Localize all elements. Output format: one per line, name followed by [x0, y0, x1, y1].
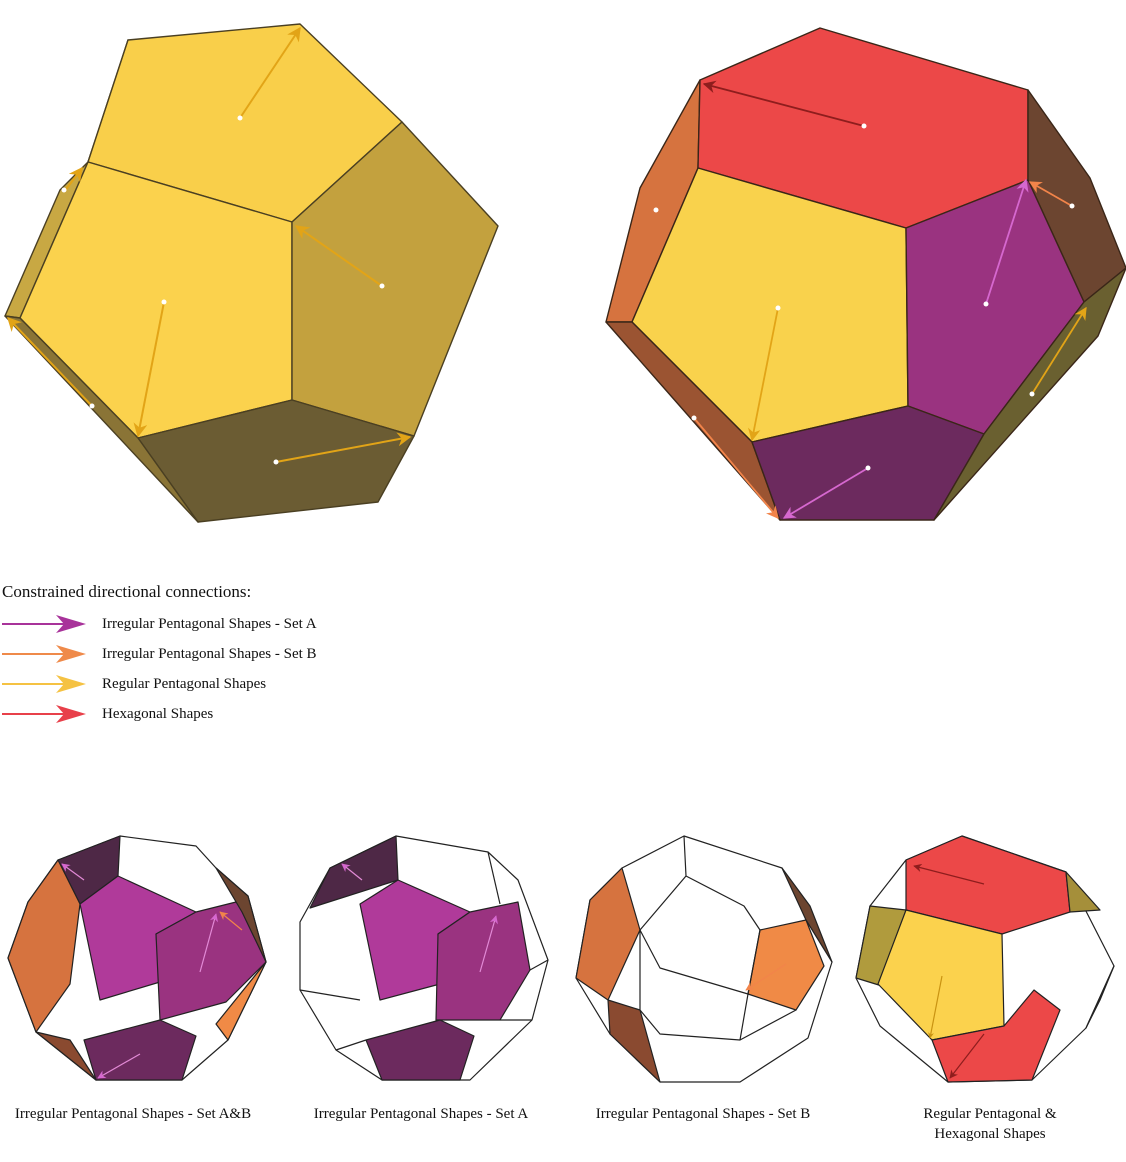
- caption-set-b: Irregular Pentagonal Shapes - Set B: [595, 1106, 811, 1122]
- legend-item-hexagonal: Hexagonal Shapes: [0, 702, 213, 726]
- arrows-small-4: [913, 863, 985, 1079]
- legend-label-hexagonal: Hexagonal Shapes: [102, 705, 214, 722]
- caption-set-ab: Irregular Pentagonal Shapes - Set A&B: [14, 1106, 252, 1122]
- arrows-small-3: [745, 963, 787, 991]
- small-polyhedron-set-a: [299, 835, 549, 1081]
- dodecahedron-colored: [605, 27, 1126, 521]
- legend-item-regular: Regular Pentagonal Shapes: [0, 672, 266, 696]
- legend-item-set-a: Irregular Pentagonal Shapes - Set A: [0, 612, 317, 636]
- purple-arrow-icon: [2, 615, 86, 633]
- dots-colored: [653, 123, 1075, 471]
- dodecahedron-yellow: [4, 23, 499, 523]
- legend-label-set-a: Irregular Pentagonal Shapes - Set A: [102, 615, 317, 632]
- arrows-colored: [693, 80, 1087, 519]
- small-polyhedron-regular-hex: [855, 835, 1115, 1083]
- caption-regular-hex-line1: Regular Pentagonal &: [923, 1106, 1057, 1122]
- caption-regular-hex-line2: Hexagonal Shapes: [934, 1126, 1046, 1142]
- legend-label-set-b: Irregular Pentagonal Shapes - Set B: [102, 645, 317, 662]
- arrows-small-2: [341, 863, 498, 973]
- caption-set-a: Irregular Pentagonal Shapes - Set A: [313, 1106, 529, 1122]
- small-polyhedron-set-ab: [7, 835, 267, 1081]
- legend-title: Constrained directional connections:: [2, 582, 252, 601]
- arrows-yellow-solid: [7, 26, 412, 463]
- orange-arrow-icon: [2, 645, 86, 663]
- face-right: [291, 121, 499, 437]
- small-polyhedron-set-b: [575, 835, 833, 1083]
- dots-yellow-solid: [61, 115, 385, 465]
- legend-item-set-b: Irregular Pentagonal Shapes - Set B: [0, 642, 317, 666]
- red-arrow-icon: [2, 705, 86, 723]
- caption-regular-hex: Regular Pentagonal & Hexagonal Shapes: [880, 1104, 1100, 1144]
- legend-label-regular: Regular Pentagonal Shapes: [102, 675, 267, 692]
- yellow-arrow-icon: [2, 675, 86, 693]
- arrows-small-1: [61, 863, 243, 1079]
